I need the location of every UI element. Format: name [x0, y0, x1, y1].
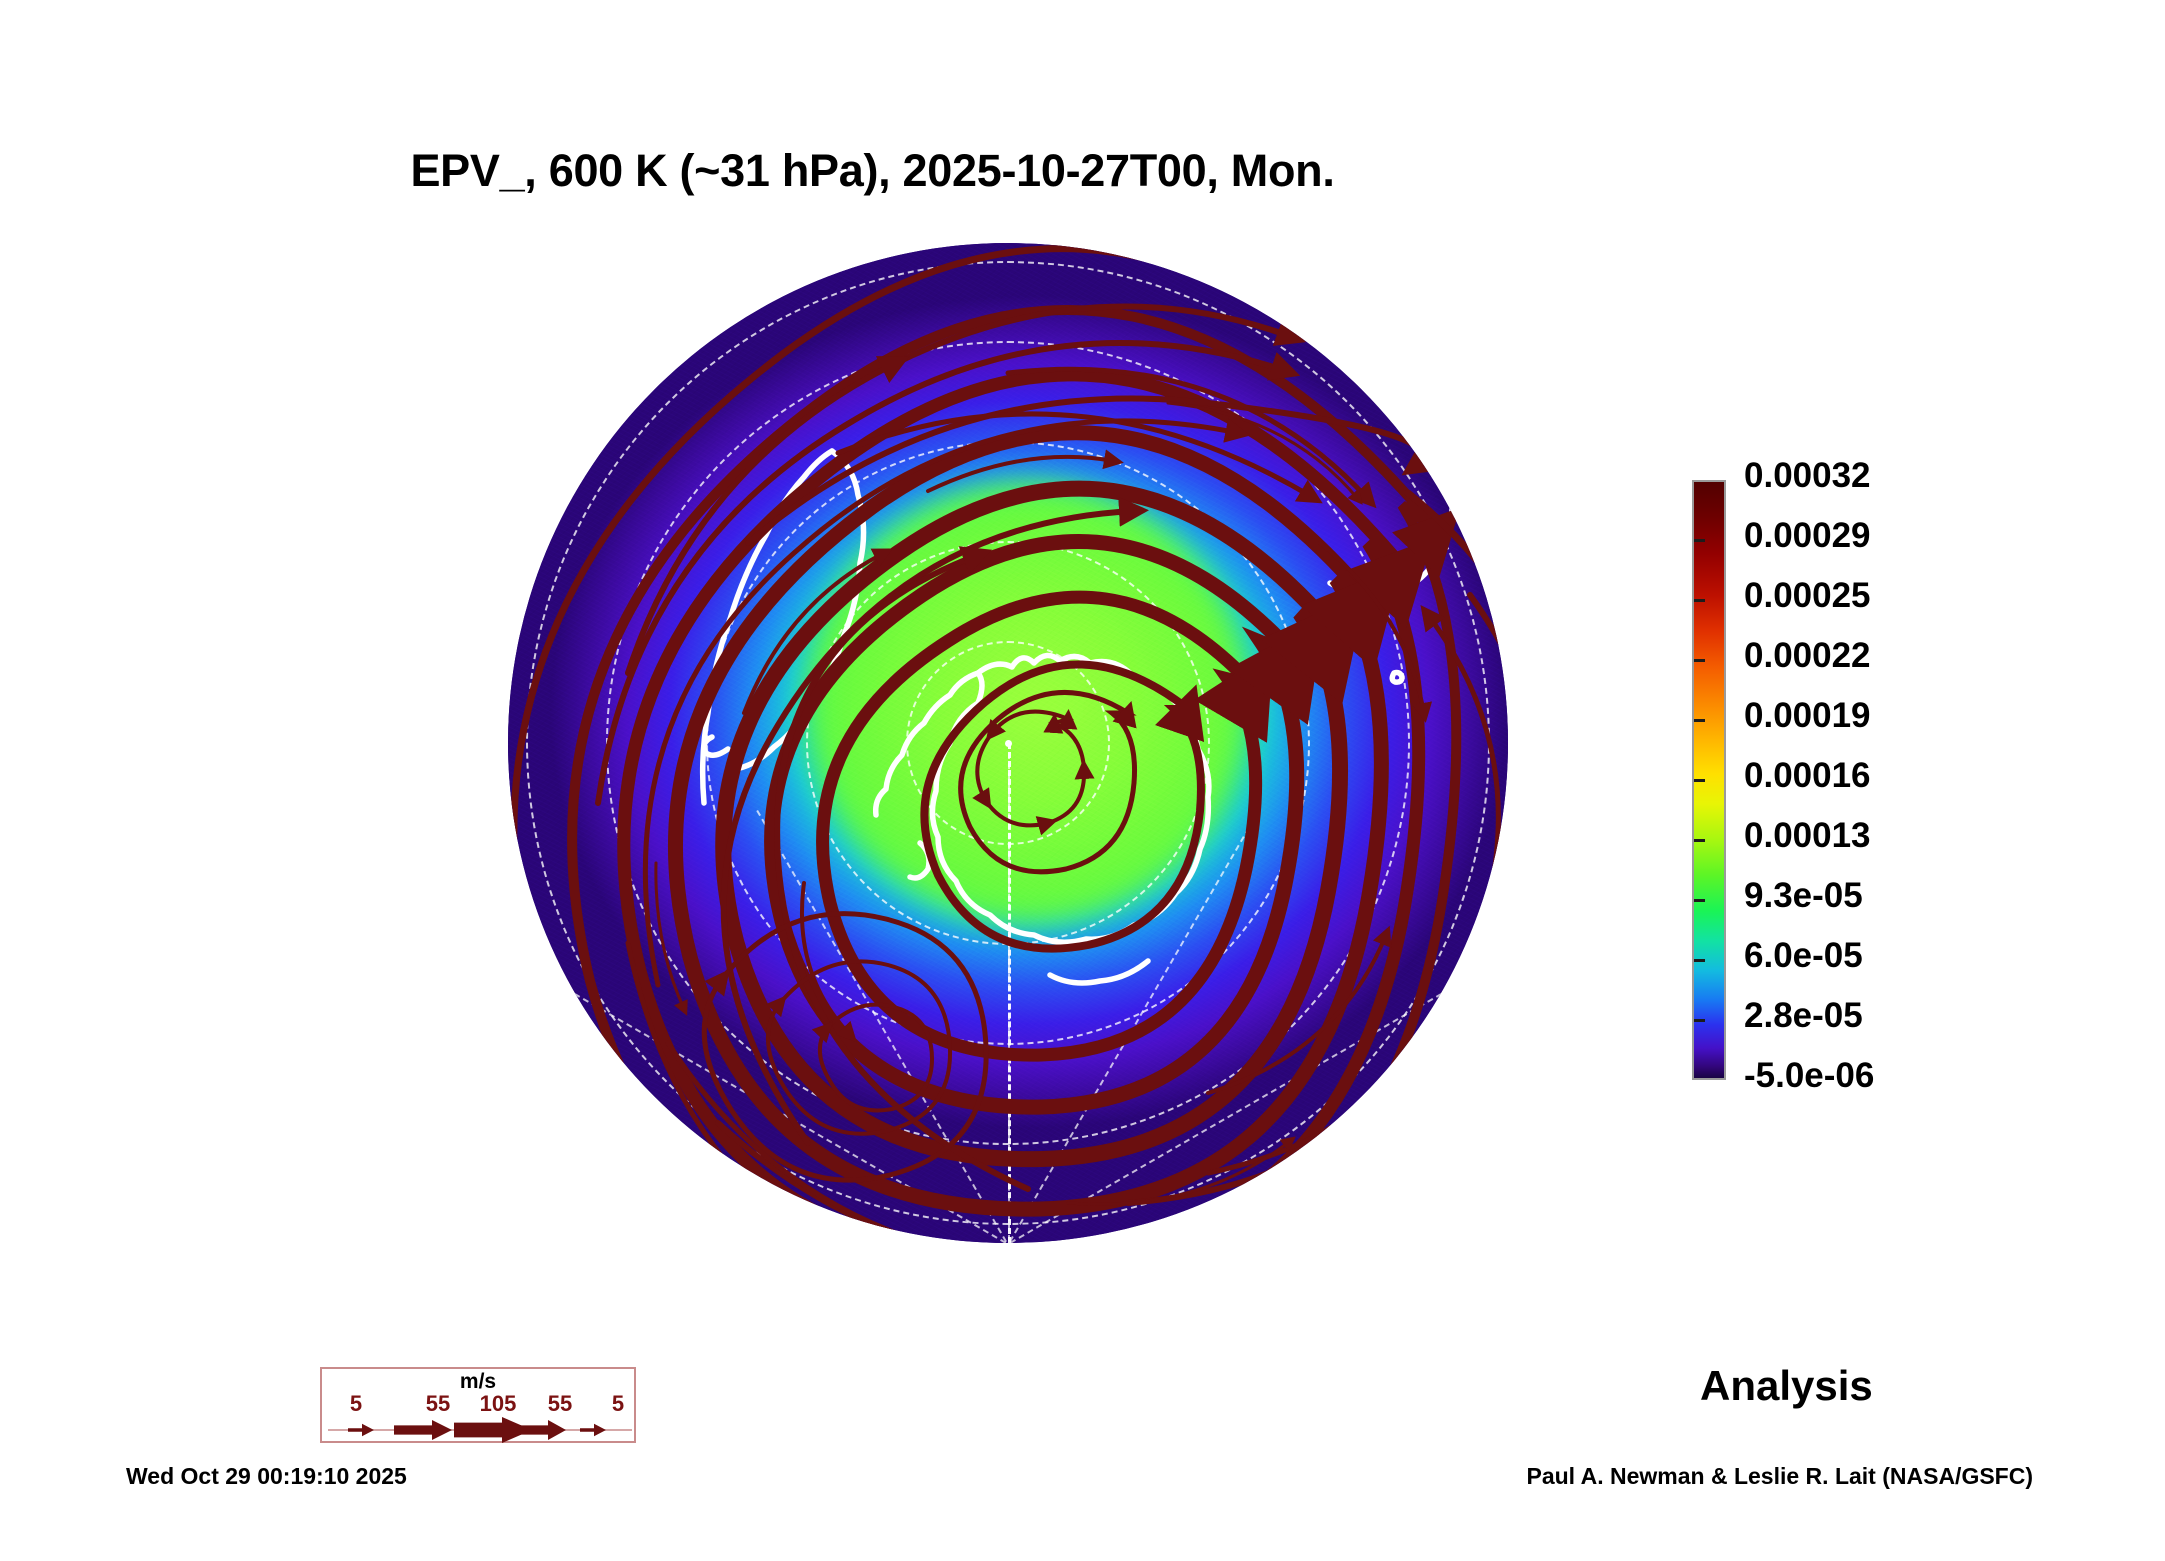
wind-arrow-105: [454, 1417, 532, 1443]
colorbar-label: 0.00016: [1744, 756, 1871, 795]
wind-speed-legend: m/s 5 55 105 55 5: [320, 1367, 636, 1443]
colorbar-tick: [1694, 899, 1705, 902]
colorbar-tick: [1694, 839, 1705, 842]
map-disc: [508, 243, 1508, 1243]
colorbar-tick: [1694, 779, 1705, 782]
colorbar-tick: [1694, 1019, 1705, 1022]
colorbar-label: 0.00019: [1744, 696, 1871, 735]
colorbar-tick: [1694, 539, 1705, 542]
colorbar-label: 0.00013: [1744, 816, 1871, 855]
page-title: EPV_, 600 K (~31 hPa), 2025-10-27T00, Mo…: [410, 145, 1335, 196]
wind-arrow-5-left: [348, 1423, 374, 1437]
map-outer-rim: [508, 243, 1508, 1243]
colorbar-label: 0.00032: [1744, 456, 1871, 495]
colorbar-tick: [1694, 719, 1705, 722]
analysis-label: Analysis: [1700, 1362, 1873, 1409]
wind-arrow-5-right: [580, 1423, 606, 1437]
wind-legend-arrows: [328, 1417, 632, 1443]
colorbar-label: 2.8e-05: [1744, 996, 1863, 1035]
wind-arrow-55-right: [510, 1420, 566, 1440]
polar-map-panel: [508, 243, 1508, 1243]
wind-arrow-55-left: [394, 1420, 452, 1440]
colorbar-label: -5.0e-06: [1744, 1056, 1875, 1095]
colorbar-tick: [1694, 599, 1705, 602]
wind-legend-value: 55: [547, 1391, 573, 1416]
generation-timestamp: Wed Oct 29 00:19:10 2025: [126, 1463, 407, 1489]
wind-legend-value: 5: [349, 1391, 363, 1416]
wind-legend-unit-label: m/s: [459, 1370, 497, 1393]
author-credit: Paul A. Newman & Leslie R. Lait (NASA/GS…: [1526, 1463, 2033, 1489]
wind-legend-value: 105: [479, 1391, 517, 1416]
colorbar-label: 0.00029: [1744, 516, 1871, 555]
colorbar-label: 0.00025: [1744, 576, 1871, 615]
colorbar-tick: [1694, 659, 1705, 662]
colorbar-label: 9.3e-05: [1744, 876, 1863, 915]
wind-legend-value: 55: [425, 1391, 451, 1416]
wind-legend-value: 5: [611, 1391, 625, 1416]
colorbar-label: 6.0e-05: [1744, 936, 1863, 975]
colorbar-tick: [1694, 959, 1705, 962]
colorbar-label: 0.00022: [1744, 636, 1871, 675]
